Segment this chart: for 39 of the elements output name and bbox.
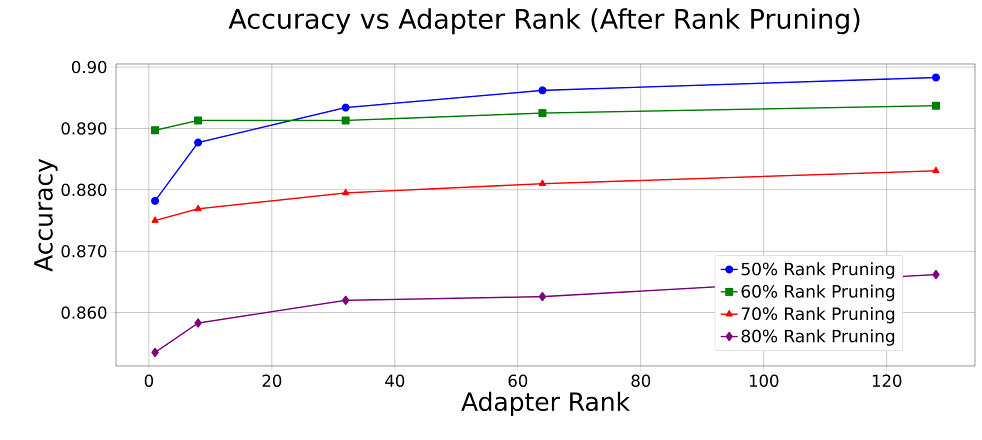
point bbox=[342, 296, 350, 306]
y-tick-label: 0.90 bbox=[72, 60, 106, 74]
point bbox=[538, 109, 546, 118]
legend-label: 50% Rank Pruning bbox=[742, 262, 894, 279]
point bbox=[538, 180, 546, 186]
chart-title: Accuracy vs Adapter Rank (After Rank Pruning) bbox=[228, 8, 860, 34]
x-tick-label: 100 bbox=[750, 374, 778, 387]
point bbox=[194, 318, 202, 328]
point bbox=[932, 166, 940, 174]
point bbox=[151, 126, 160, 134]
x-tick-label: 80 bbox=[631, 374, 650, 387]
y-tick-label: 0.890 bbox=[62, 122, 106, 135]
x-tick-label: 120 bbox=[872, 374, 902, 387]
point bbox=[194, 204, 202, 212]
legend-label: 70% Rank Pruning bbox=[742, 306, 894, 324]
point bbox=[538, 86, 546, 94]
point bbox=[342, 104, 350, 112]
y-tick-label: 0.860 bbox=[62, 306, 106, 319]
y-tick-label: 0.870 bbox=[62, 244, 106, 258]
x-tick-label: 40 bbox=[385, 374, 404, 387]
point bbox=[342, 188, 350, 196]
point bbox=[932, 73, 940, 82]
legend-label: 60% Rank Pruning bbox=[742, 284, 894, 302]
x-tick-label: 60 bbox=[508, 374, 528, 387]
legend-label: 80% Rank Pruning bbox=[742, 329, 894, 346]
y-tick-label: 0.880 bbox=[62, 184, 106, 196]
point bbox=[194, 116, 202, 124]
y-axis-title: Accuracy bbox=[34, 158, 58, 272]
x-tick-label: 0 bbox=[144, 374, 154, 387]
point bbox=[932, 102, 940, 110]
point bbox=[932, 270, 940, 280]
point bbox=[538, 292, 546, 302]
point bbox=[151, 348, 159, 358]
point bbox=[342, 116, 350, 124]
point bbox=[151, 216, 159, 223]
point bbox=[151, 196, 160, 205]
x-tick-label: 20 bbox=[262, 374, 282, 387]
x-axis-title: Adapter Rank bbox=[461, 392, 630, 416]
point bbox=[194, 138, 202, 147]
